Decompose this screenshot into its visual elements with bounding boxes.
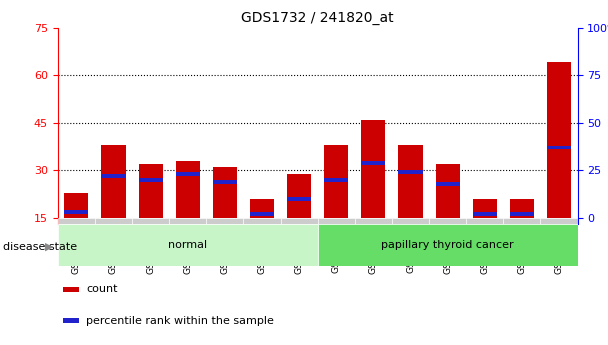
Bar [250,199,274,218]
FancyBboxPatch shape [429,218,466,224]
Text: GSM85224: GSM85224 [406,225,415,274]
Bar [176,172,200,176]
Bar [64,193,88,218]
Text: GSM85228: GSM85228 [554,225,564,274]
Bar [176,161,200,218]
Bar [287,174,311,218]
Bar [102,145,125,218]
FancyBboxPatch shape [355,218,392,224]
FancyBboxPatch shape [466,218,503,224]
Text: GSM85216: GSM85216 [109,225,118,274]
Bar [435,164,460,218]
FancyBboxPatch shape [541,218,578,224]
Bar [472,199,497,218]
Bar [324,145,348,218]
Text: GSM85215: GSM85215 [72,225,81,274]
Title: GDS1732 / 241820_at: GDS1732 / 241820_at [241,11,394,25]
Text: GSM85226: GSM85226 [480,225,489,274]
Bar [213,167,237,218]
Text: GSM85222: GSM85222 [332,225,340,274]
Bar [361,120,385,218]
FancyBboxPatch shape [392,218,429,224]
Bar [547,146,571,149]
Bar [398,170,423,174]
FancyBboxPatch shape [503,218,541,224]
Text: GSM85221: GSM85221 [295,225,303,274]
Bar [58,224,317,266]
Bar [361,161,385,165]
Text: GSM85218: GSM85218 [183,225,192,274]
Bar [435,182,460,186]
Bar [317,224,578,266]
Text: GSM85219: GSM85219 [220,225,229,274]
Text: papillary thyroid cancer: papillary thyroid cancer [381,240,514,250]
Text: GSM85227: GSM85227 [517,225,527,274]
Bar [250,212,274,216]
Text: ▶: ▶ [45,242,54,252]
Bar [287,197,311,201]
Text: GSM85220: GSM85220 [257,225,266,274]
Text: count: count [86,285,118,294]
Bar [324,178,348,182]
FancyBboxPatch shape [243,218,280,224]
FancyBboxPatch shape [317,218,355,224]
Bar [547,62,571,218]
Text: normal: normal [168,240,207,250]
Text: percentile rank within the sample: percentile rank within the sample [86,316,274,325]
Bar [510,199,534,218]
Bar [472,212,497,216]
FancyBboxPatch shape [206,218,243,224]
Bar [510,212,534,216]
Bar [63,318,78,323]
FancyBboxPatch shape [280,218,317,224]
FancyBboxPatch shape [58,218,95,224]
Bar [139,164,163,218]
Text: disease state: disease state [3,242,77,252]
Bar [63,287,78,292]
Bar [398,145,423,218]
FancyBboxPatch shape [132,218,169,224]
Bar [139,178,163,182]
Text: GSM85225: GSM85225 [443,225,452,274]
Bar [64,210,88,214]
Bar [213,180,237,184]
FancyBboxPatch shape [95,218,132,224]
Text: GSM85223: GSM85223 [369,225,378,274]
Bar [102,174,125,178]
FancyBboxPatch shape [169,218,206,224]
Text: GSM85217: GSM85217 [146,225,155,274]
